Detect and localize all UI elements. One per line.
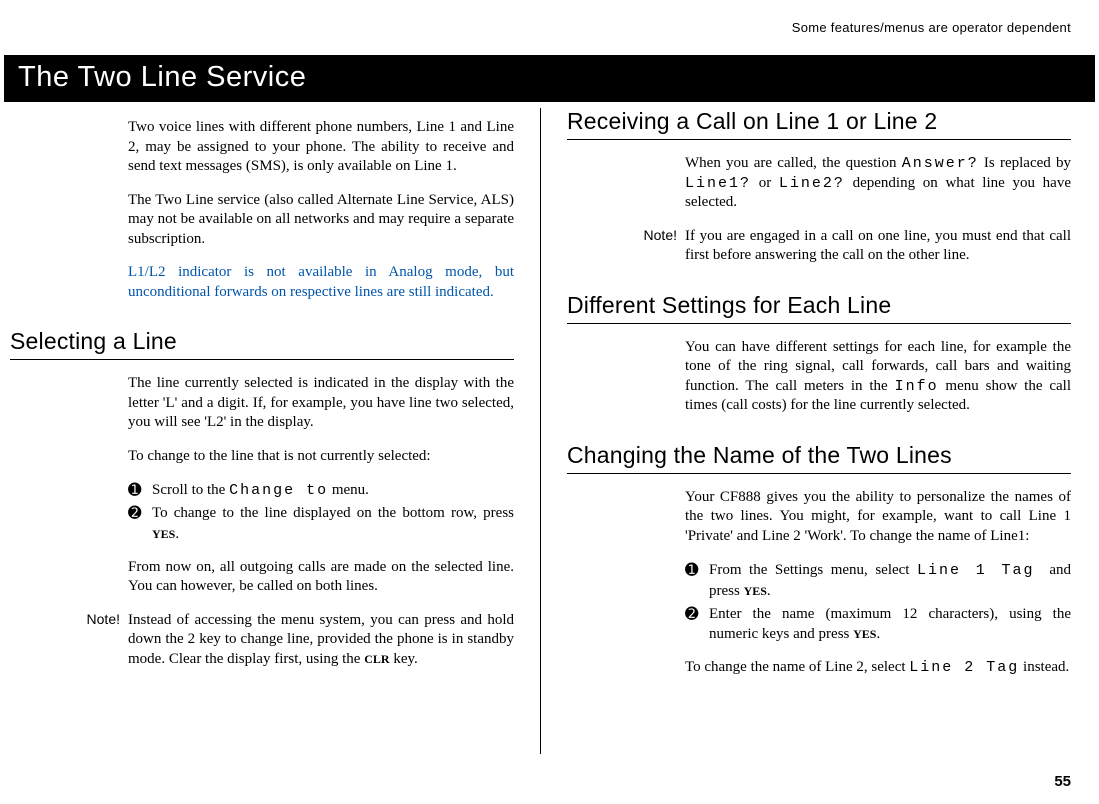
step-number-1-icon: ➊ — [128, 480, 141, 502]
receiving-heading: Receiving a Call on Line 1 or Line 2 — [567, 108, 1071, 135]
recv-c: or — [751, 175, 779, 191]
cstep2-b: . — [876, 626, 880, 642]
note-text-b: key. — [390, 651, 418, 667]
cstep2-a: Enter the name (maximum 12 characters), … — [709, 606, 1071, 642]
changing-paragraph-2: To change the name of Line 2, select Lin… — [685, 658, 1071, 678]
left-column: Two voice lines with different phone num… — [0, 108, 541, 754]
selecting-block: The line currently selected is indicated… — [128, 374, 514, 669]
note-row-2: Note! If you are engaged in a call on on… — [685, 227, 1071, 266]
chg2-lcd: Line 2 Tag — [909, 659, 1019, 676]
content-columns: Two voice lines with different phone num… — [0, 108, 1099, 754]
changing-paragraph-1: Your CF888 gives you the ability to pers… — [685, 488, 1071, 547]
cstep1-lcd: Line 1 Tag — [917, 562, 1049, 579]
cstep-1: ➊ From the Settings menu, select Line 1 … — [685, 560, 1071, 602]
diff-lcd-info: Info — [895, 378, 939, 395]
chg2-a: To change the name of Line 2, select — [685, 659, 909, 675]
step-2-text-b: . — [175, 526, 179, 542]
note-label: Note! — [80, 611, 120, 627]
receiving-block: When you are called, the question Answer… — [685, 154, 1071, 266]
selecting-paragraph-1: The line currently selected is indicated… — [128, 374, 514, 433]
step-2: ➋ To change to the line displayed on the… — [128, 503, 514, 544]
cstep1-c: . — [767, 583, 771, 599]
step-2-text-a: To change to the line displayed on the b… — [152, 505, 514, 521]
operator-note: Some features/menus are operator depende… — [792, 20, 1071, 35]
clr-key: CLR — [364, 652, 389, 666]
recv-a: When you are called, the question — [685, 155, 902, 171]
selecting-paragraph-2: To change to the line that is not curren… — [128, 447, 514, 467]
note-label-2: Note! — [637, 227, 677, 243]
section-rule — [567, 473, 1071, 474]
recv-b: Is replaced by — [979, 155, 1071, 171]
page-number: 55 — [1054, 773, 1071, 790]
page-title: The Two Line Service — [4, 55, 1095, 102]
step-1-lcd: Change to — [229, 482, 328, 499]
right-column: Receiving a Call on Line 1 or Line 2 Whe… — [541, 108, 1099, 754]
selecting-steps: ➊ Scroll to the Change to menu. ➋ To cha… — [128, 480, 514, 544]
cstep1-a: From the Settings menu, select — [709, 562, 917, 578]
different-settings-block: You can have different settings for each… — [685, 338, 1071, 416]
step-number-1-icon: ➊ — [685, 560, 698, 582]
step-1-text-b: menu. — [328, 482, 369, 498]
diff-paragraph: You can have different settings for each… — [685, 338, 1071, 416]
changing-steps: ➊ From the Settings menu, select Line 1 … — [685, 560, 1071, 644]
selecting-paragraph-3: From now on, all outgoing calls are made… — [128, 558, 514, 597]
changing-name-heading: Changing the Name of the Two Lines — [567, 442, 1071, 469]
recv-lcd-line1: Line1? — [685, 175, 751, 192]
recv-lcd-line2: Line2? — [779, 175, 845, 192]
step-number-2-icon: ➋ — [128, 503, 141, 525]
yes-key: YES — [152, 527, 175, 541]
cstep-2: ➋ Enter the name (maximum 12 characters)… — [685, 604, 1071, 645]
selecting-a-line-heading: Selecting a Line — [10, 328, 514, 355]
intro-paragraph-1: Two voice lines with different phone num… — [128, 118, 514, 177]
intro-paragraph-3-blue: L1/L2 indicator is not available in Anal… — [128, 263, 514, 302]
receiving-paragraph: When you are called, the question Answer… — [685, 154, 1071, 213]
note-row: Note! Instead of accessing the menu syst… — [128, 611, 514, 670]
yes-key: YES — [853, 627, 876, 641]
note-body-2: If you are engaged in a call on one line… — [685, 227, 1071, 266]
step-number-2-icon: ➋ — [685, 604, 698, 626]
recv-lcd-answer: Answer? — [902, 155, 979, 172]
section-rule — [567, 139, 1071, 140]
step-1-text-a: Scroll to the — [152, 482, 229, 498]
section-rule — [10, 359, 514, 360]
yes-key: YES — [744, 584, 767, 598]
different-settings-heading: Different Settings for Each Line — [567, 292, 1071, 319]
changing-name-block: Your CF888 gives you the ability to pers… — [685, 488, 1071, 678]
intro-block: Two voice lines with different phone num… — [128, 118, 514, 302]
chg2-b: instead. — [1019, 659, 1069, 675]
step-1: ➊ Scroll to the Change to menu. — [128, 480, 514, 501]
section-rule — [567, 323, 1071, 324]
note-text-a: Instead of accessing the menu system, yo… — [128, 612, 514, 667]
intro-paragraph-2: The Two Line service (also called Altern… — [128, 191, 514, 250]
note-body: Instead of accessing the menu system, yo… — [128, 611, 514, 670]
